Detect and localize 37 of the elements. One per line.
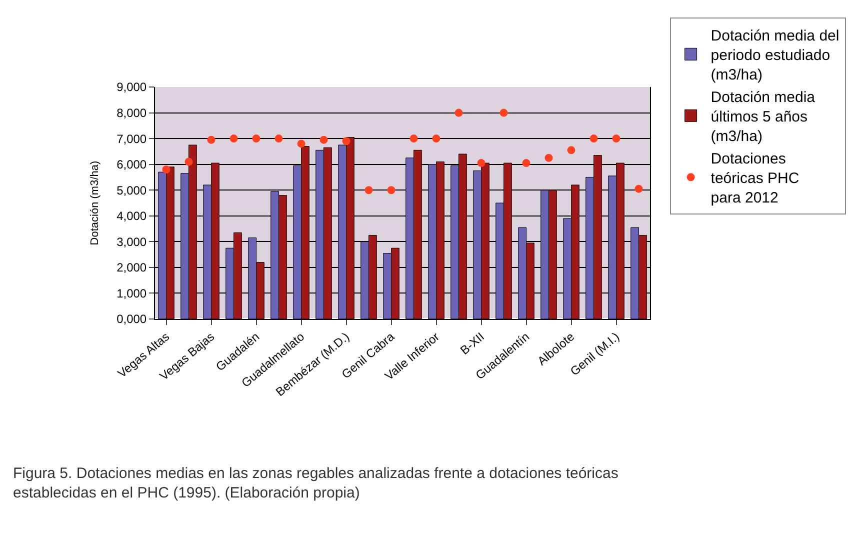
legend-label: Dotaciones teóricas PHC para 2012 [710,150,800,206]
y-tick-label: 6,000 [116,158,147,172]
y-tick-label: 3,000 [116,234,147,249]
point [477,159,486,168]
text: Figura 5. Dotaciones medias en las zonas regables analizadas frente a dotaciones teóricas establecidas en el PHC (1995). (Elaboración propia) [13,465,618,502]
point [500,108,508,117]
point [342,137,350,146]
y-tick-label: 5,000 [116,183,147,198]
point [410,134,418,143]
point [230,134,238,143]
legend-label: Dotación media últimos 5 años (m3/ha) [710,89,816,145]
y-tick-label: 8,000 [116,106,147,120]
y-tick-label: 0,000 [116,312,147,326]
point [207,136,216,144]
point [522,159,530,168]
point [297,140,306,148]
y-tick-label: 4,000 [116,209,147,224]
point [634,184,643,193]
y-tick-label: 7,000 [116,132,147,146]
y-tick-label: 9,000 [116,80,147,94]
point [364,186,373,194]
point [590,134,598,143]
legend-label: Dotación media del periodo estudiado (m3/ha) [710,28,840,84]
point [544,154,553,162]
point [612,134,620,143]
point [387,186,396,194]
point [162,165,170,174]
point [274,134,283,143]
y-tick-label: 2,000 [116,260,147,275]
point [252,134,260,143]
point [567,146,576,154]
y-axis-title: Dotación (m3/ha) [89,160,102,246]
point [320,136,328,144]
point [454,108,463,117]
point [432,134,440,143]
y-tick-label: 1,000 [116,286,147,300]
point [184,158,193,166]
